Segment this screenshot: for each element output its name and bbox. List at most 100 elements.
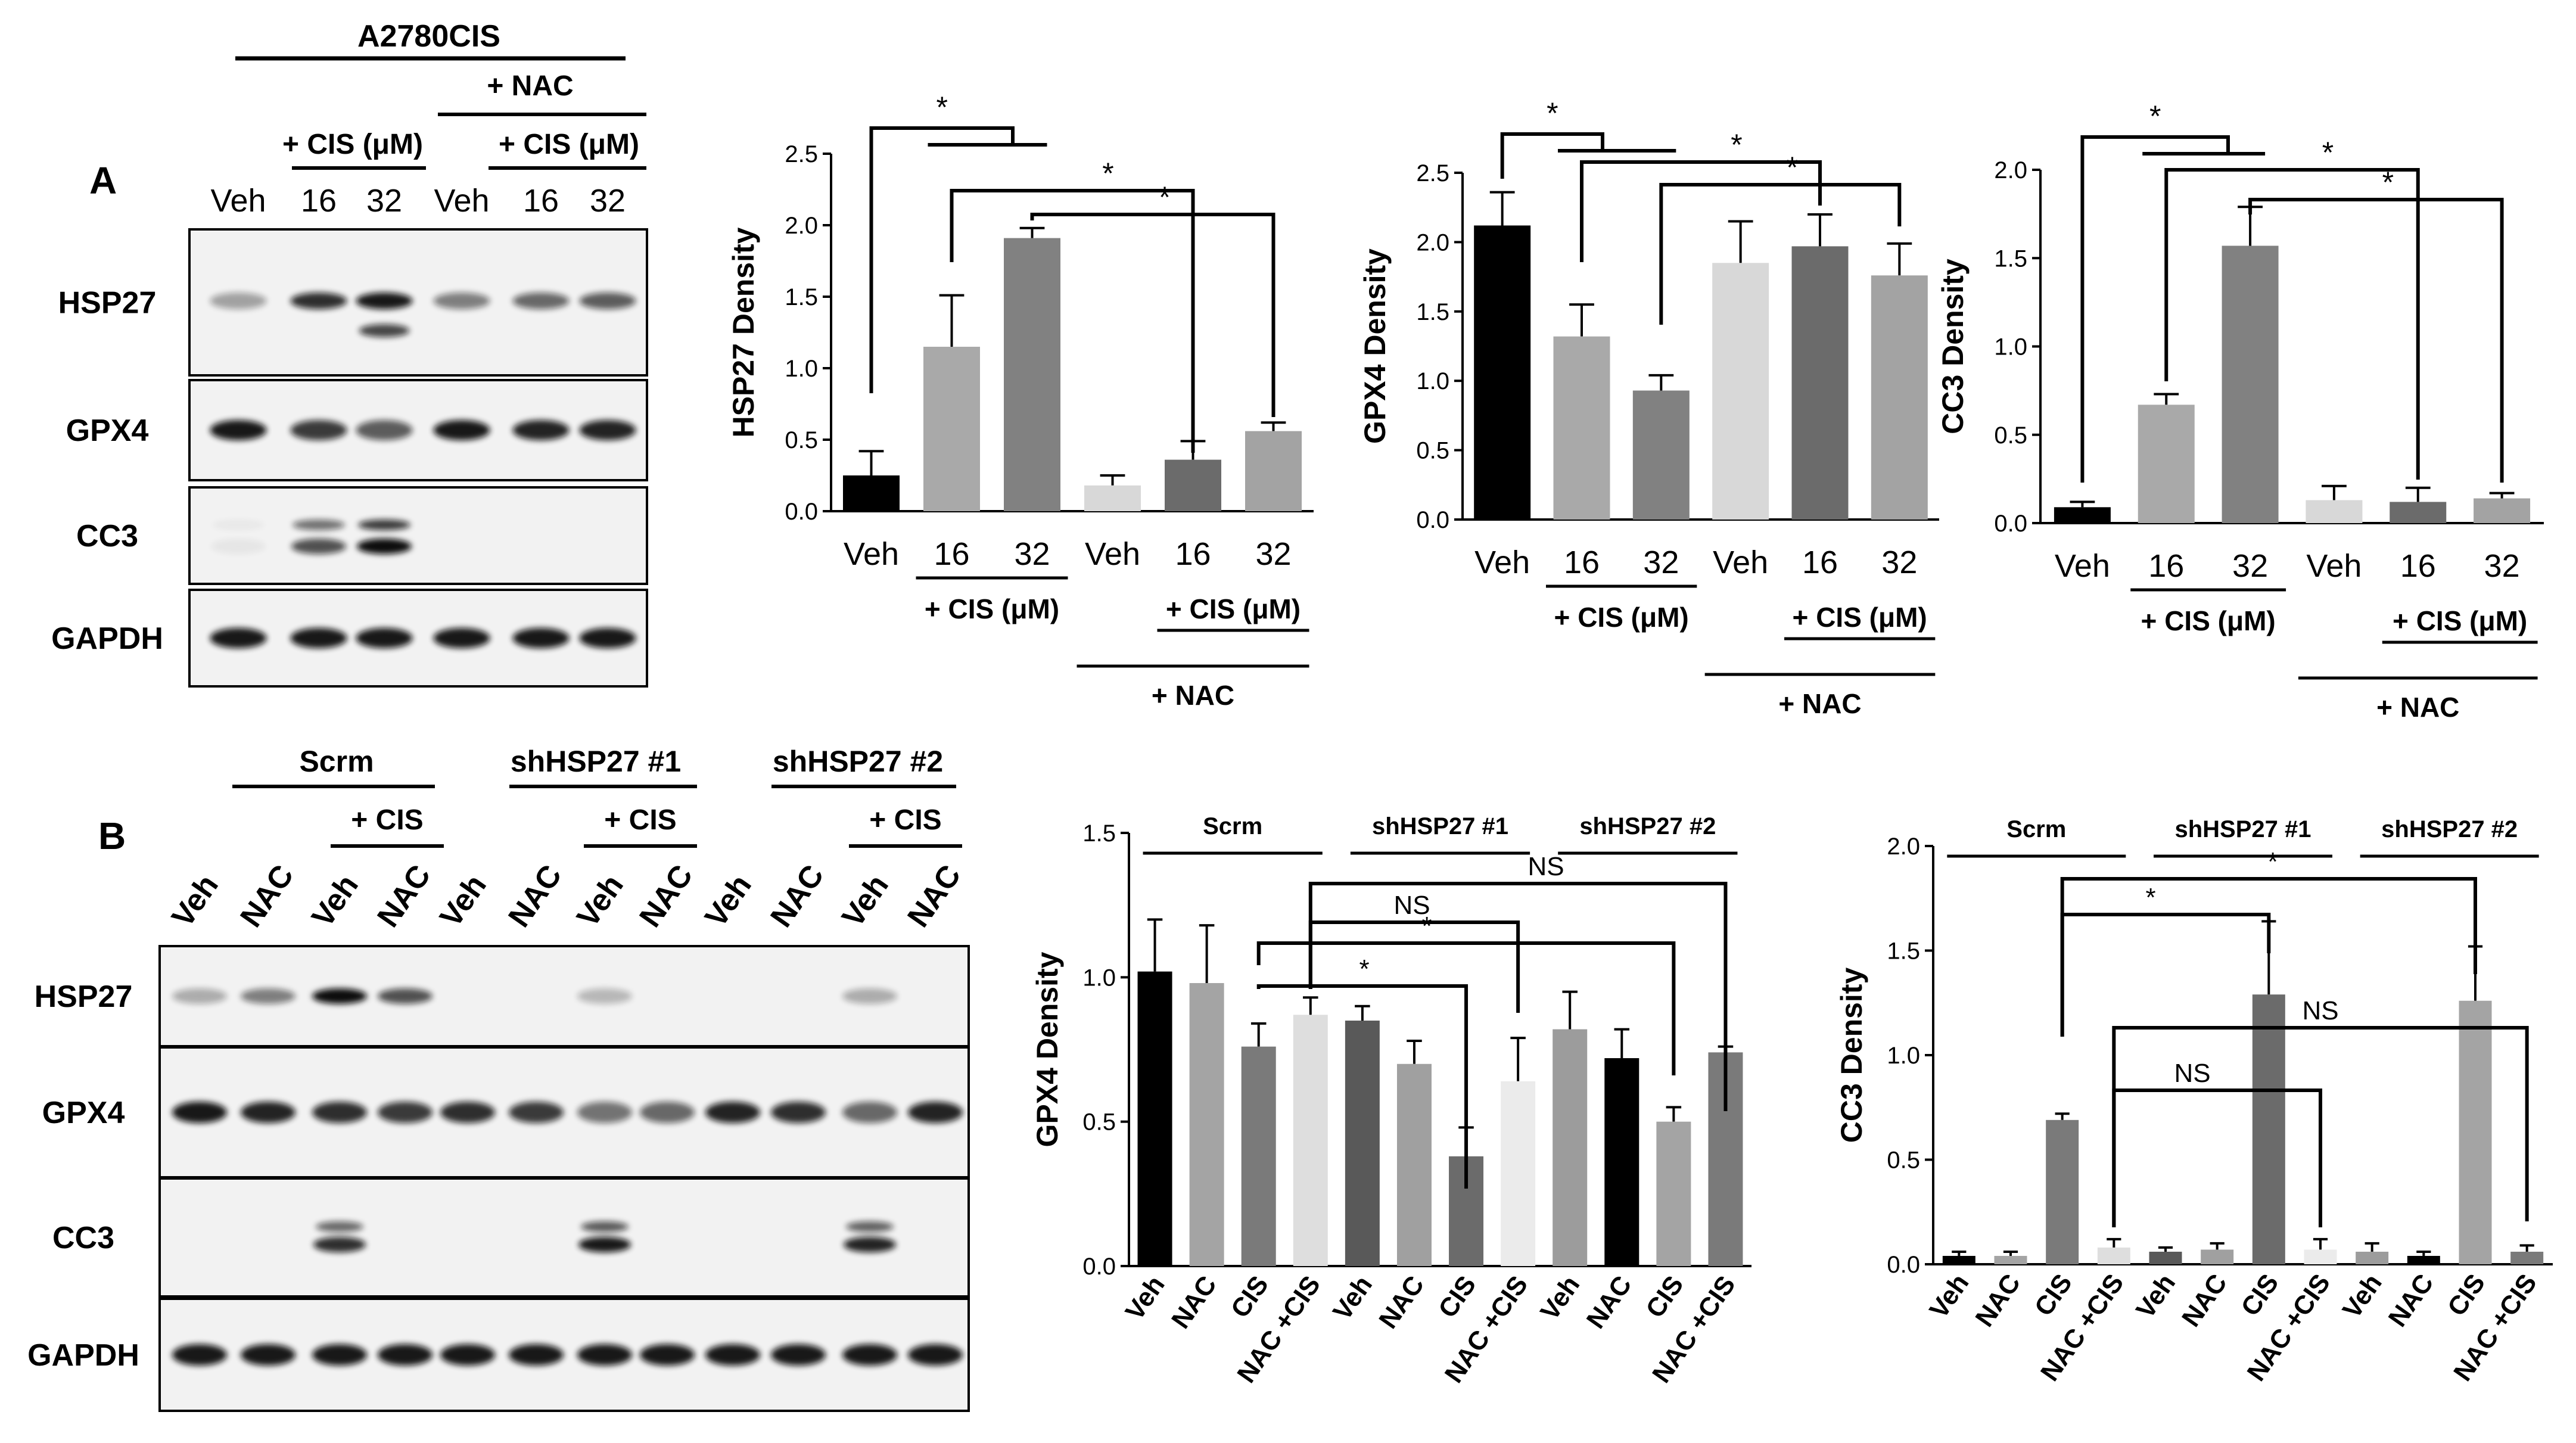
blot-a-row-hsp27: HSP27 xyxy=(58,228,648,377)
band xyxy=(842,1344,897,1366)
chart-cc3-density-a: 0.0 0.5 1.0 1.5 2.0 CC3 Density Veh 16 32 Veh 16 32… xyxy=(1936,99,2544,723)
blot-a-lane-6: 32 xyxy=(590,183,626,219)
blot-b-lane-9: Veh xyxy=(698,869,758,934)
x-tick-label-4: Veh xyxy=(2306,548,2362,584)
x-tick-label-6: 32 xyxy=(2484,548,2520,584)
bar-1 xyxy=(843,475,900,511)
band xyxy=(290,420,347,440)
sig-label-2: * xyxy=(1421,912,1432,941)
blot-b-lane-2: NAC xyxy=(234,859,300,934)
x-tick-label-2: 16 xyxy=(1564,545,1600,580)
bar-1 xyxy=(1474,225,1531,520)
cis-label-2: + CIS (μM) xyxy=(2393,605,2527,636)
blot-a-cell-line: A2780CIS xyxy=(357,19,500,54)
bar-3 xyxy=(1241,1046,1276,1266)
bar-5 xyxy=(2149,1251,2182,1264)
x-tick-label-5: 16 xyxy=(1802,545,1838,580)
x-tick-label-10: NAC xyxy=(2383,1269,2440,1332)
blot-a-lane-3: 32 xyxy=(366,183,402,219)
y-tick-label: 0.0 xyxy=(1082,1254,1116,1280)
nac-label: + NAC xyxy=(1152,680,1234,711)
sig-star-1: * xyxy=(937,91,948,124)
blot-b-protein-label: HSP27 xyxy=(35,979,133,1014)
bar-6 xyxy=(1245,431,1302,511)
blot-b-group-3: shHSP27 #2 xyxy=(773,745,943,778)
bar-11 xyxy=(2459,1000,2492,1264)
bar-3 xyxy=(1632,390,1690,520)
cis-label: + CIS (μM) xyxy=(1554,602,1689,633)
y-tick-label: 1.0 xyxy=(1416,368,1449,394)
sig-star-1: * xyxy=(2149,99,2161,133)
blot-b-cis-label: + CIS xyxy=(869,804,941,836)
blot-b-lane-3: Veh xyxy=(305,869,365,934)
band xyxy=(640,1344,695,1366)
bar-4 xyxy=(2097,1247,2130,1264)
bar-9 xyxy=(1553,1029,1588,1266)
blot-b-lane-12: NAC xyxy=(901,859,967,934)
blot-b-row-gpx4: GPX4 xyxy=(42,1046,970,1178)
blot-a-lane-4: Veh xyxy=(434,183,489,219)
sig-bracket-1 xyxy=(1256,984,1469,1189)
bar-2 xyxy=(1553,336,1610,520)
x-tick-label-1: Veh xyxy=(1924,1269,1974,1324)
cis-label-2: + CIS (μM) xyxy=(1793,602,1927,633)
sig-label-2: * xyxy=(2267,847,2278,876)
bar-1 xyxy=(2054,507,2111,523)
blot-a-lane-5: 16 xyxy=(523,183,559,219)
blot-a-protein-label: HSP27 xyxy=(58,286,157,321)
band xyxy=(512,420,570,440)
x-tick-label-5: 16 xyxy=(1175,536,1211,572)
bar-4 xyxy=(1084,485,1141,511)
band xyxy=(433,628,490,648)
sig-label-1: * xyxy=(1359,954,1369,984)
band xyxy=(313,1237,366,1252)
band xyxy=(705,1344,760,1366)
sig-bracket-2 xyxy=(1580,160,1822,262)
x-tick-label-1: Veh xyxy=(2055,548,2110,584)
x-tick-label-4: Veh xyxy=(1085,536,1140,572)
blot-b-lane-8: NAC xyxy=(633,859,699,934)
band xyxy=(378,988,433,1004)
bar-11 xyxy=(1656,1121,1691,1266)
blot-a-nac-label: + NAC xyxy=(487,70,573,102)
sig-label-1: * xyxy=(2145,883,2155,912)
x-tick-label-6: NAC xyxy=(1373,1271,1430,1334)
bar-2 xyxy=(1994,1255,2027,1264)
sig-bracket-1 xyxy=(2060,913,2271,1037)
band xyxy=(578,1237,631,1252)
band xyxy=(512,628,570,648)
band xyxy=(509,1344,564,1366)
blot-a-cis-label: + CIS (μM) xyxy=(282,129,423,160)
nac-label: + NAC xyxy=(2376,692,2459,723)
bar-10 xyxy=(1604,1058,1639,1266)
band xyxy=(210,420,267,440)
band xyxy=(509,1102,564,1123)
bar-10 xyxy=(2407,1255,2440,1264)
bar-1 xyxy=(1137,971,1172,1266)
y-tick-label: 1.0 xyxy=(785,356,818,382)
band xyxy=(771,1102,826,1123)
blot-a: A A2780CIS + NAC + CIS (μM) + CIS (μM) V… xyxy=(51,19,648,688)
blot-b-protein-label: GPX4 xyxy=(42,1096,125,1130)
x-tick-label-3: 32 xyxy=(1643,545,1679,580)
y-tick-label: 1.5 xyxy=(1887,938,1920,965)
bar-1 xyxy=(1942,1255,1975,1264)
sig-label-4: NS xyxy=(2174,1059,2210,1088)
bar-4 xyxy=(1712,263,1769,520)
band xyxy=(241,1102,295,1123)
band xyxy=(290,293,347,309)
blot-b-lane-6: NAC xyxy=(502,859,568,934)
band xyxy=(908,1344,963,1366)
band xyxy=(210,293,267,309)
band xyxy=(241,1344,295,1366)
sig-bracket-3 xyxy=(1308,920,1520,1013)
bar-6 xyxy=(1396,1063,1432,1266)
bar-3 xyxy=(2222,245,2279,523)
sig-bracket-1 xyxy=(2080,135,2230,483)
band xyxy=(356,293,413,309)
blot-a-lane-1: Veh xyxy=(210,183,266,219)
blot-b-membrane xyxy=(158,1177,970,1298)
blot-b-rows: HSP27 GPX4 CC3 GAPDH xyxy=(27,945,970,1412)
y-axis-label: GPX4 Density xyxy=(1358,248,1392,444)
cis-label: + CIS (μM) xyxy=(2141,605,2276,636)
